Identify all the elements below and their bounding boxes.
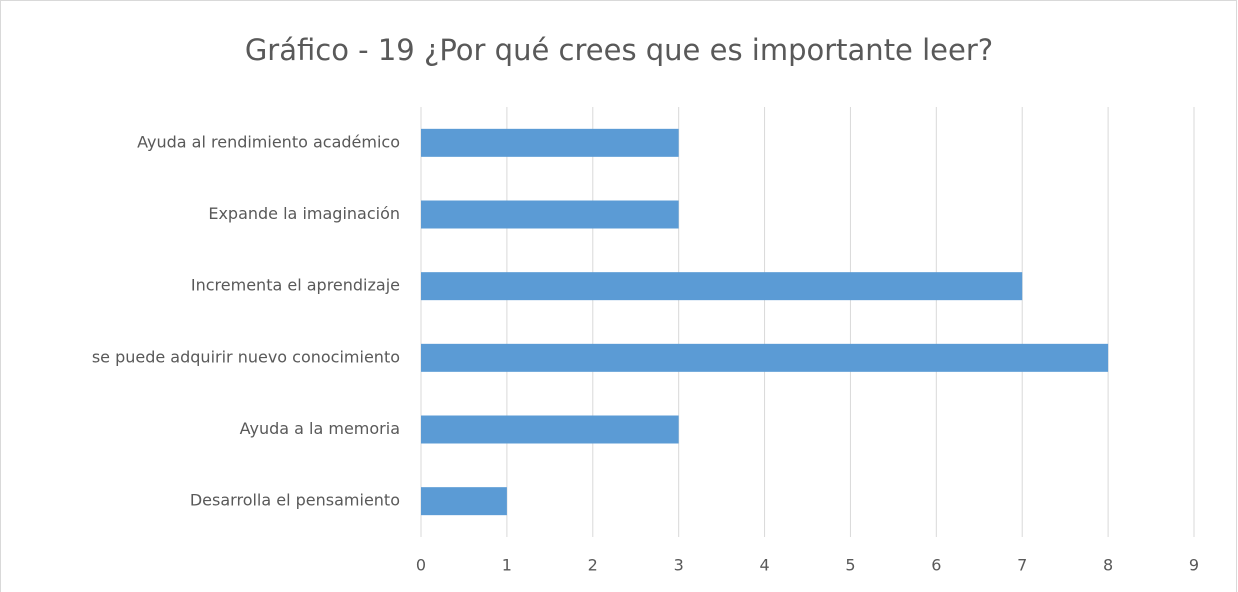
x-tick-label: 1	[502, 556, 512, 575]
y-tick-label: Desarrolla el pensamiento	[190, 491, 400, 510]
x-tick-label: 3	[674, 556, 684, 575]
x-tick-label: 5	[845, 556, 855, 575]
y-tick-label: Expande la imaginación	[208, 204, 400, 223]
y-tick-label: se puede adquirir nuevo conocimiento	[92, 347, 400, 366]
y-tick-label: Incrementa el aprendizaje	[191, 276, 400, 295]
x-tick-label: 7	[1017, 556, 1027, 575]
y-tick-label: Ayuda a la memoria	[240, 419, 400, 438]
x-tick-label: 9	[1189, 556, 1199, 575]
bar	[421, 487, 507, 516]
chart-title: Gráfico - 19 ¿Por qué crees que es impor…	[245, 33, 993, 67]
bar	[421, 343, 1109, 372]
y-tick-label: Ayuda al rendimiento académico	[137, 132, 400, 151]
bar	[421, 128, 679, 157]
x-tick-label: 6	[931, 556, 941, 575]
x-tick-label: 2	[588, 556, 598, 575]
bar	[421, 200, 679, 229]
x-tick-label: 8	[1103, 556, 1113, 575]
x-tick-label: 4	[759, 556, 769, 575]
bar	[421, 415, 679, 444]
x-tick-label: 0	[416, 556, 426, 575]
bar	[421, 272, 1023, 301]
